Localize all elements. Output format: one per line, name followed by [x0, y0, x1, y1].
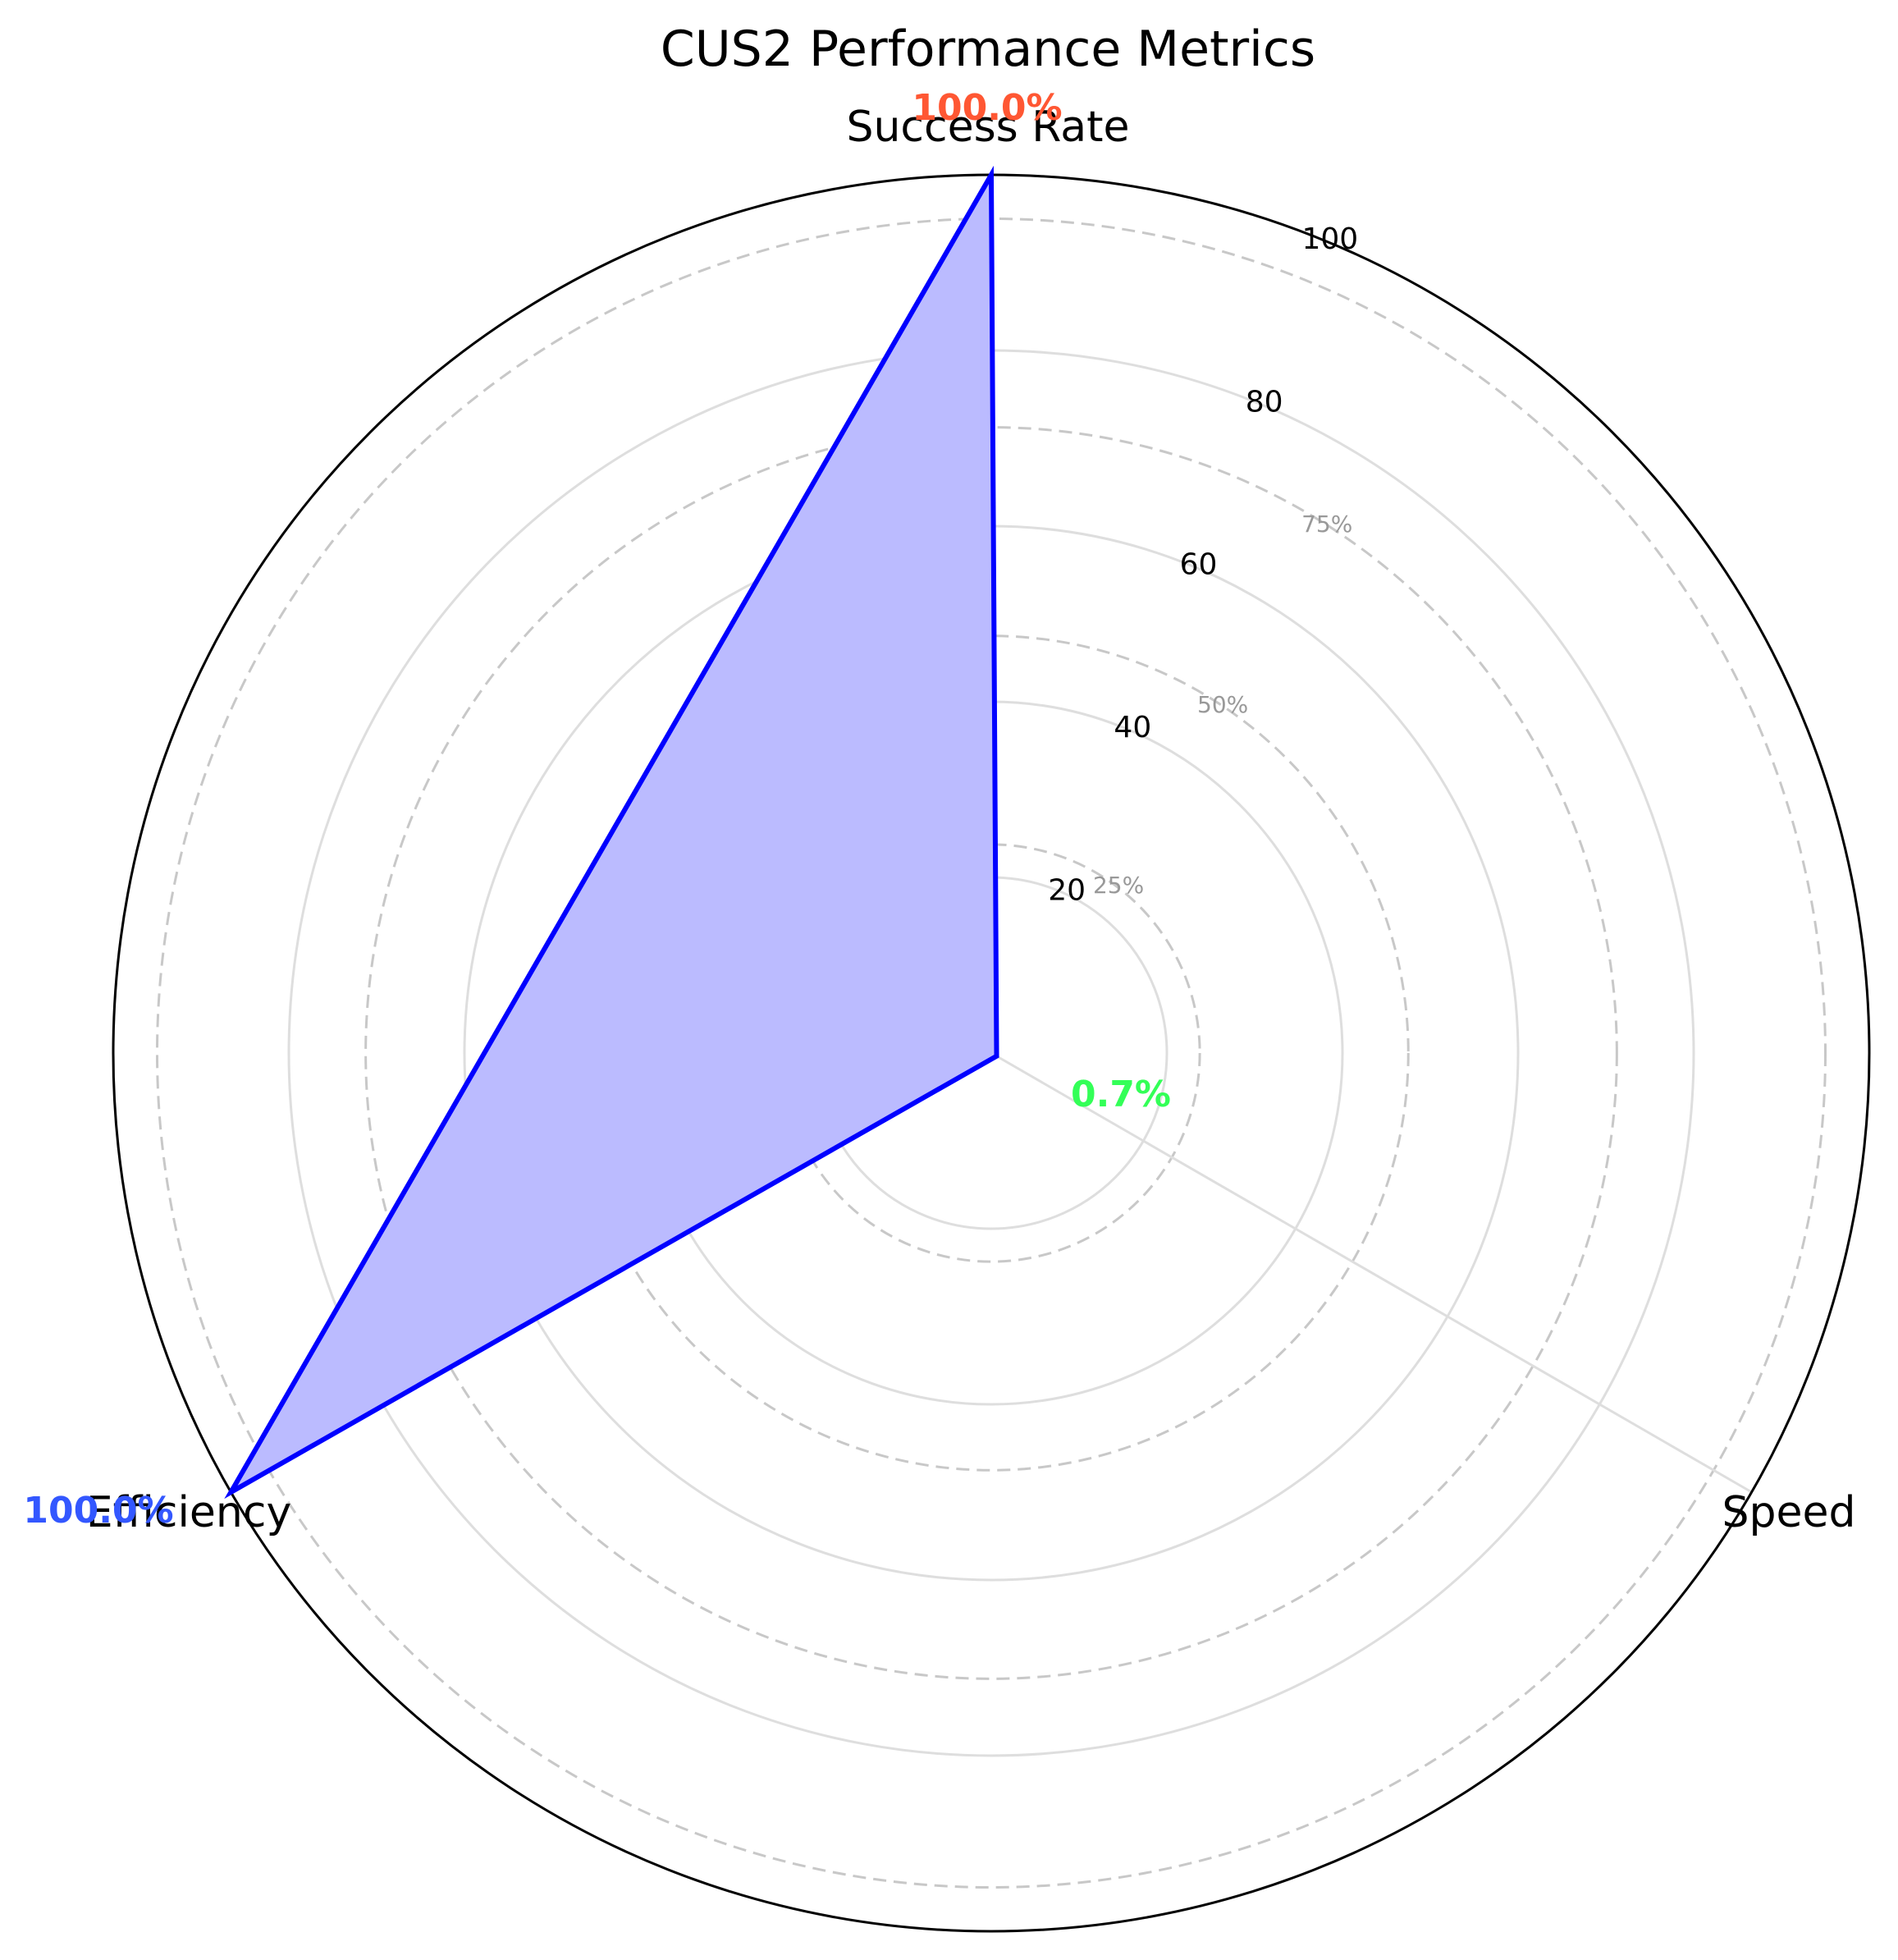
series-point: [990, 174, 992, 176]
radial-tick-label: 40: [1114, 711, 1151, 744]
radial-tick-label: 100: [1301, 222, 1358, 256]
reference-ring: [781, 843, 1201, 1263]
category-label: Speed: [1722, 1488, 1855, 1537]
series-polygon: [224, 165, 999, 1500]
reference-ring: [364, 426, 1618, 1680]
value-label: 100.0%: [23, 1490, 173, 1532]
radial-tick-label: 60: [1180, 548, 1218, 582]
category-label: Efficiency: [86, 1488, 291, 1537]
reference-ring-label: 50%: [1197, 691, 1248, 718]
reference-ring: [573, 634, 1410, 1472]
reference-ring-label: 75%: [1301, 511, 1352, 538]
value-label: 0.7%: [1071, 1074, 1171, 1115]
series-point: [995, 1055, 998, 1057]
reference-ring-label: 25%: [1093, 872, 1144, 899]
category-label: Success Rate: [846, 103, 1129, 152]
data-layer: [224, 165, 999, 1500]
chart-title: CUS2 Performance Metrics: [661, 21, 1315, 78]
radial-tick-label: 20: [1048, 874, 1086, 908]
radial-tick-label: 80: [1246, 385, 1283, 419]
label-layer: 20 40 60 80 100 25% 50% 75% Success Rate Speed Eff…: [23, 87, 1855, 1537]
axis-spoke: [990, 1051, 1753, 1494]
value-label: 100.0%: [912, 87, 1062, 129]
series-point: [230, 1491, 232, 1493]
